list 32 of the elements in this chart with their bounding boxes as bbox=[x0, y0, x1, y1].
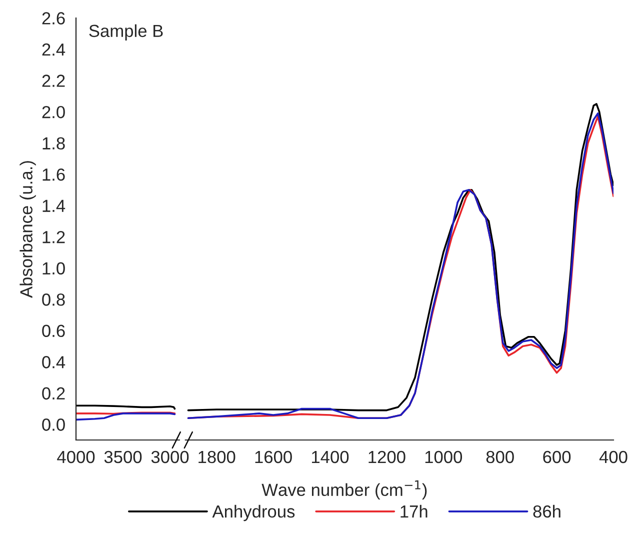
x-tick-label: 3000 bbox=[151, 450, 189, 464]
x-tick-label: 800 bbox=[486, 450, 514, 464]
y-tick-label: 1.2 bbox=[42, 230, 65, 244]
x-tick-label: 4000 bbox=[57, 450, 95, 464]
x-tick-label: 1200 bbox=[368, 450, 406, 464]
y-tick-label: 2.0 bbox=[42, 106, 65, 118]
y-tick-label: 0.8 bbox=[42, 294, 65, 306]
x-tick-label: 1800 bbox=[198, 450, 236, 464]
line-series bbox=[76, 412, 176, 421]
x-tick-label: 3500 bbox=[104, 450, 142, 464]
x-tick-label: 1400 bbox=[312, 450, 349, 464]
legend-label: 86h bbox=[533, 504, 560, 518]
y-tick-label: 1.8 bbox=[42, 137, 65, 150]
y-tick-label: 0.6 bbox=[42, 324, 65, 338]
y-tick-label: 1.6 bbox=[42, 168, 65, 181]
x-axis-title: Wave number (cm$^{−1}$) bbox=[262, 480, 427, 500]
y-tick-label: 0.0 bbox=[42, 418, 65, 431]
y-tick-label: 1.0 bbox=[42, 262, 65, 275]
legend-label: 17h bbox=[400, 504, 428, 518]
y-tick-label: 0.2 bbox=[42, 387, 65, 400]
y-axis-title: Absorbance (u.a.) bbox=[20, 161, 36, 298]
y-tick-label: 2.4 bbox=[42, 43, 66, 56]
chart-title: Sample B bbox=[89, 24, 163, 41]
x-tick-label: 1000 bbox=[425, 450, 462, 464]
x-tick-label: 400 bbox=[599, 450, 628, 464]
y-tick-label: 2.6 bbox=[42, 12, 65, 24]
y-tick-label: 1.4 bbox=[42, 200, 66, 212]
y-tick-label: 2.2 bbox=[42, 74, 65, 87]
x-tick-label: 600 bbox=[543, 450, 571, 464]
y-tick-label: 0.4 bbox=[42, 356, 66, 368]
legend-label: Anhydrous bbox=[212, 504, 295, 522]
x-tick-label: 1600 bbox=[255, 450, 292, 464]
